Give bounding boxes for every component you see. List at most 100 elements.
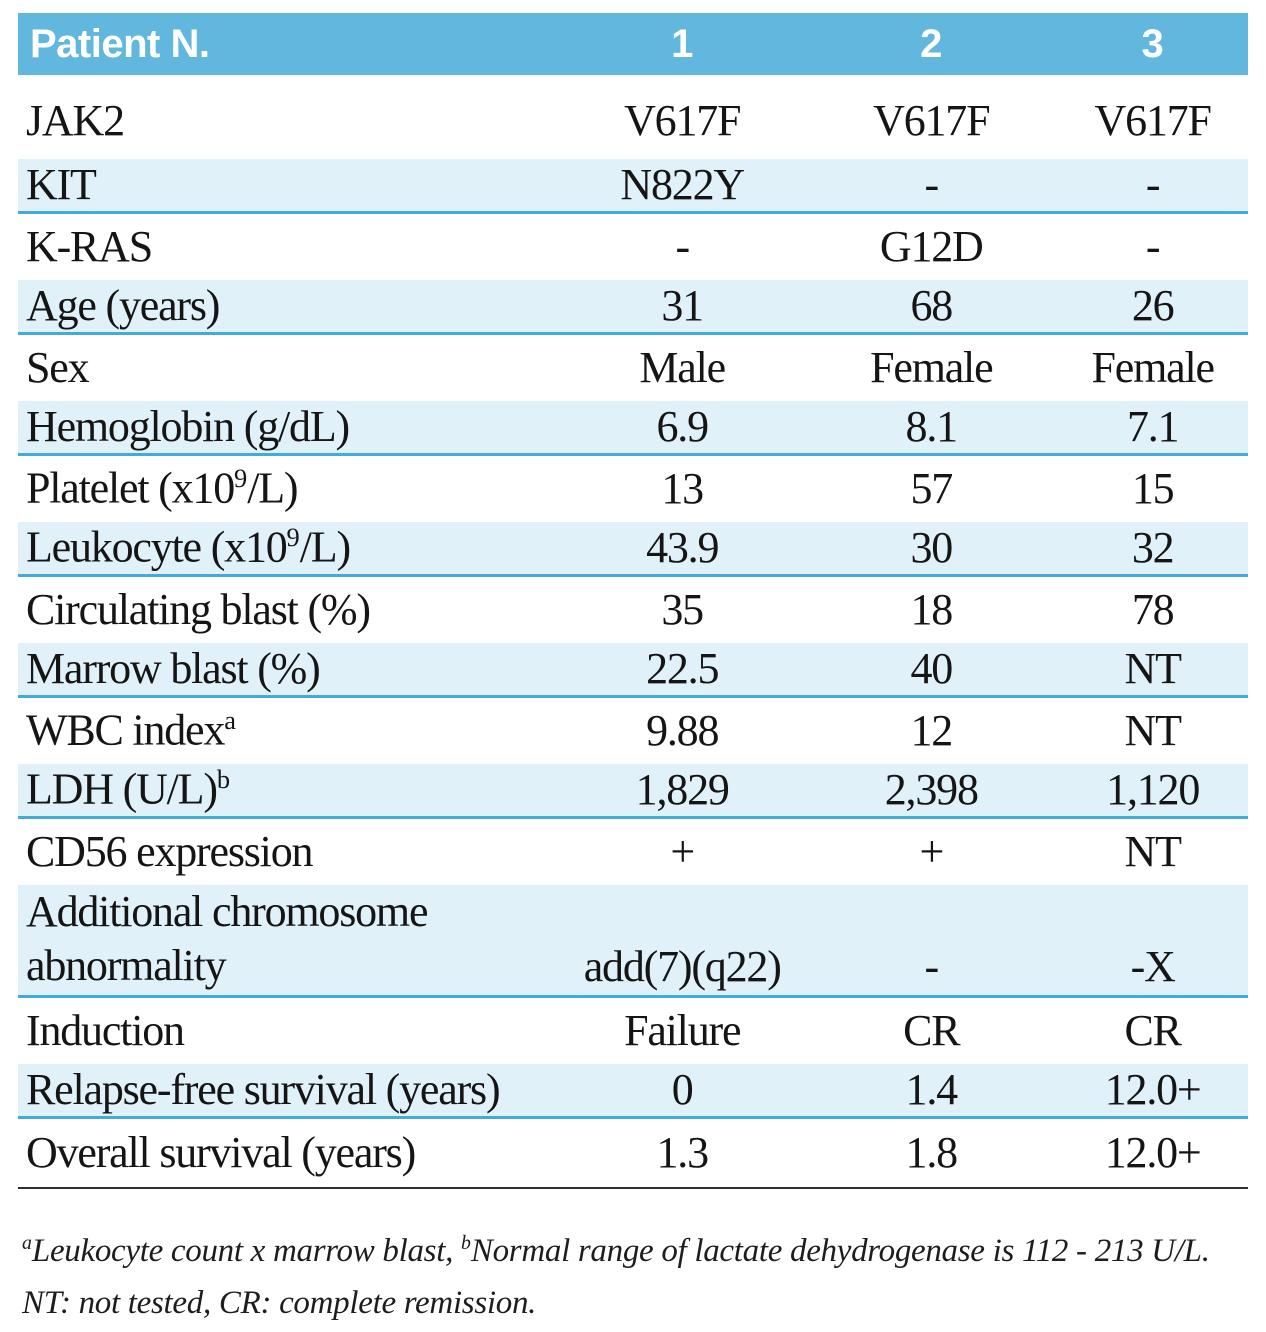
cell-sex-p3: Female (1091, 342, 1215, 392)
header-col-3: 3 (1141, 21, 1164, 66)
cell-marrow-blast-p2: 40 (910, 643, 953, 693)
cell-os-p3: 12.0+ (1104, 1127, 1202, 1177)
table-row-cd56: CD56 expression + + NT (18, 819, 1248, 885)
cell-ldh-p2: 2,398 (884, 764, 979, 814)
cell-hemoglobin-p2: 8.1 (905, 401, 959, 451)
row-label-jak2: JAK2 (26, 95, 125, 145)
cell-circulating-blast-p2: 18 (910, 584, 953, 634)
table-row-kit: KIT N822Y - - (18, 159, 1248, 211)
cell-chromosome-p2: - (924, 941, 940, 991)
cell-wbc-index-p2: 12 (910, 705, 953, 755)
row-label-hemoglobin: Hemoglobin (g/dL) (26, 401, 350, 451)
cell-os-p1: 1.3 (656, 1127, 709, 1177)
row-label-induction: Induction (26, 1005, 185, 1055)
table-row-jak2: JAK2 V617F V617F V617F (18, 75, 1248, 159)
footnote-text-b: Normal range of lactate dehydrogenase is… (22, 1233, 1210, 1322)
row-label-circulating-blast: Circulating blast (%) (26, 584, 371, 634)
cell-hemoglobin-p3: 7.1 (1126, 401, 1180, 451)
row-label-wbc-index-text: WBC index (26, 706, 225, 756)
cell-cd56-p3: NT (1124, 826, 1182, 876)
header-col-1: 1 (671, 21, 694, 66)
row-label-ldh: LDH (U/L)b (18, 764, 559, 815)
footnote-superscript-b: b (461, 1232, 471, 1254)
cell-kras-p3: - (1145, 221, 1161, 271)
row-label-platelet-post: /L) (247, 464, 298, 514)
cell-kras-p2: G12D (879, 221, 984, 271)
cell-rfs-p1: 0 (671, 1064, 694, 1114)
footnote-superscript-a: a (22, 1232, 32, 1254)
patient-table: Patient N. 1 2 3 JAK2 V617F V617F V617F … (18, 13, 1248, 1189)
table-footnote: aLeukocyte count x marrow blast, bNormal… (18, 1225, 1248, 1329)
cell-circulating-blast-p3: 78 (1131, 584, 1175, 634)
cell-induction-p1: Failure (624, 1005, 741, 1055)
row-group-counts: Platelet (x109/L) 13 57 15 Leukocyte (x1… (18, 456, 1248, 577)
table-row-hemoglobin: Hemoglobin (g/dL) 6.9 8.1 7.1 (18, 401, 1248, 453)
footnote-text-a: Leukocyte count x marrow blast, (31, 1233, 461, 1269)
table-row-induction: Induction Failure CR CR (18, 998, 1248, 1064)
cell-jak2-p3: V617F (1094, 95, 1212, 145)
cell-jak2-p2: V617F (873, 95, 990, 145)
cell-age-p2: 68 (910, 280, 953, 330)
cell-kit-p1: N822Y (620, 159, 745, 209)
cell-circulating-blast-p1: 35 (661, 584, 704, 634)
row-label-wbc-index-superscript: a (224, 705, 236, 736)
row-label-sex: Sex (26, 342, 90, 392)
header-label: Patient N. (30, 21, 210, 66)
row-group-outcome-2: Overall survival (years) 1.3 1.8 12.0+ (18, 1119, 1248, 1189)
cell-cd56-p1: + (670, 826, 695, 876)
cell-marrow-blast-p1: 22.5 (646, 643, 719, 693)
row-label-marrow-blast: Marrow blast (%) (26, 643, 321, 693)
cell-ldh-p3: 1,120 (1106, 764, 1200, 814)
cell-sex-p2: Female (870, 342, 994, 392)
row-label-platelet-text: Platelet (x10 (26, 464, 235, 514)
row-label-kras: K-RAS (26, 221, 153, 271)
cell-leukocyte-p3: 32 (1131, 522, 1175, 572)
cell-kit-p3: - (1145, 159, 1161, 209)
table-row-age: Age (years) 31 68 26 (18, 280, 1248, 332)
table-row-leukocyte: Leukocyte (x109/L) 43.9 30 32 (18, 522, 1248, 574)
table-row-circulating-blast: Circulating blast (%) 35 18 78 (18, 577, 1248, 643)
cell-platelet-p3: 15 (1131, 463, 1175, 513)
cell-wbc-index-p1: 9.88 (646, 705, 719, 755)
cell-leukocyte-p1: 43.9 (646, 522, 719, 572)
row-label-kit: KIT (26, 159, 97, 209)
row-group-blasts: Circulating blast (%) 35 18 78 Marrow bl… (18, 577, 1248, 698)
cell-chromosome-p1: add(7)(q22) (583, 941, 782, 991)
header-col-2: 2 (920, 21, 943, 66)
cell-ldh-p1: 1,829 (635, 764, 730, 814)
row-group-mutations-2: K-RAS - G12D - Age (years) 31 68 26 (18, 214, 1248, 335)
table-row-relapse-free-survival: Relapse-free survival (years) 0 1.4 12.0… (18, 1064, 1248, 1116)
table-row-sex: Sex Male Female Female (18, 335, 1248, 401)
row-label-platelet: Platelet (x109/L) (18, 463, 559, 514)
cell-jak2-p1: V617F (624, 95, 741, 145)
row-group-labs: WBC indexa 9.88 12 NT LDH (U/L)b 1,829 2… (18, 698, 1248, 819)
row-label-cd56: CD56 expression (26, 826, 314, 876)
cell-marrow-blast-p3: NT (1124, 643, 1182, 693)
row-label-relapse-free-survival: Relapse-free survival (years) (26, 1064, 501, 1114)
row-group-mutations-1: JAK2 V617F V617F V617F KIT N822Y - - (18, 75, 1248, 214)
cell-platelet-p2: 57 (910, 463, 953, 513)
table-row-platelet: Platelet (x109/L) 13 57 15 (18, 456, 1248, 522)
row-label-age: Age (years) (26, 280, 220, 330)
cell-kras-p1: - (675, 221, 690, 271)
cell-kit-p2: - (924, 159, 940, 209)
cell-age-p3: 26 (1131, 280, 1175, 330)
row-label-chromosome-abnormality: Additional chromosome abnormality (18, 885, 559, 1002)
table-header-row: Patient N. 1 2 3 (18, 13, 1248, 75)
row-label-chromosome-line2: abnormality (26, 940, 227, 990)
row-label-ldh-superscript: b (216, 764, 231, 795)
row-label-leukocyte-superscript: 9 (286, 522, 300, 553)
row-group-demographics: Sex Male Female Female Hemoglobin (g/dL)… (18, 335, 1248, 456)
cell-age-p1: 31 (661, 280, 704, 330)
cell-wbc-index-p3: NT (1124, 705, 1182, 755)
row-label-leukocyte-text: Leukocyte (x10 (26, 523, 288, 573)
row-label-ldh-text: LDH (U/L) (26, 765, 218, 815)
row-label-wbc-index: WBC indexa (18, 705, 559, 756)
row-label-overall-survival: Overall survival (years) (26, 1127, 416, 1177)
table-row-wbc-index: WBC indexa 9.88 12 NT (18, 698, 1248, 764)
table-row-kras: K-RAS - G12D - (18, 214, 1248, 280)
cell-rfs-p3: 12.0+ (1104, 1064, 1202, 1114)
cell-platelet-p1: 13 (661, 463, 704, 513)
row-label-leukocyte-post: /L) (299, 523, 351, 573)
